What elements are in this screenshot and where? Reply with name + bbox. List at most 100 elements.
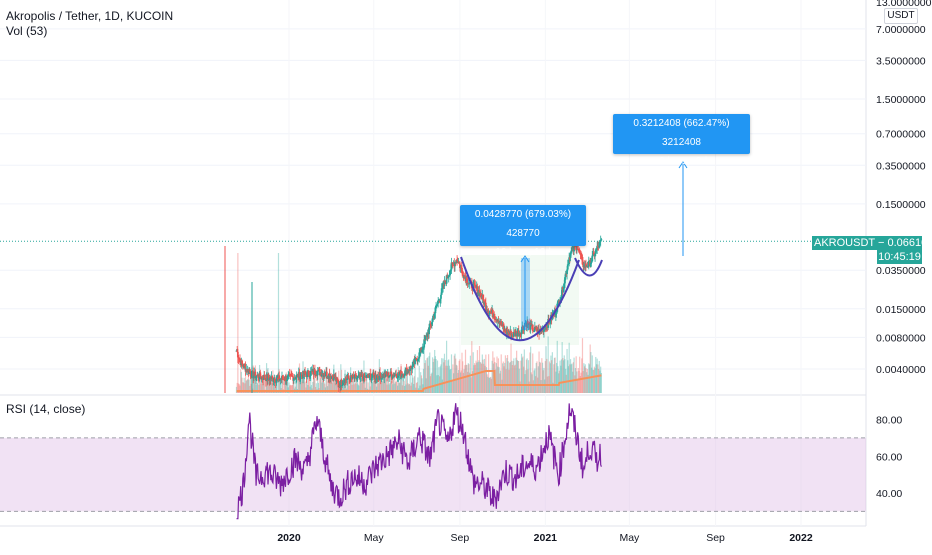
price-tag-value: 0.0661008 [887,237,932,249]
volume-bar [507,361,509,393]
volume-bar [458,360,460,393]
candle-body [341,384,344,386]
volume-bar [371,379,373,393]
volume-bar [539,361,541,393]
volume-bar [503,366,505,393]
volume-bar [574,375,576,393]
volume-bar [509,361,511,393]
candle-body [398,373,401,375]
volume-bar [291,384,294,393]
volume-bar [443,362,445,393]
volume-bar [518,368,521,393]
currency-badge[interactable]: USDT [884,8,918,24]
volume-bar [262,383,264,393]
measure-box-2[interactable]: 0.3212408 (662.47%) 3212408 -2 bars, -2d [613,114,750,167]
volume-bar [393,378,395,393]
time-tick-label: Sep [451,532,470,544]
volume-bar [478,360,480,393]
volume-bar [467,363,469,393]
volume-bar [358,385,360,393]
volume-bar [235,386,238,393]
candle-body [304,373,307,375]
volume-bar [286,375,289,393]
volume-bar [540,380,542,393]
volume-bar [349,379,351,393]
volume-bar [477,362,479,393]
candle-body [578,249,581,254]
volume-bar [259,371,261,393]
candle-body [594,253,596,257]
volume-bar [497,358,500,393]
volume-bar [308,381,310,393]
volume-bar [250,383,252,393]
candle-body [370,377,373,381]
candle-body [526,321,529,325]
volume-bar [558,370,560,393]
volume-bar [239,385,241,393]
volume-bar [324,383,326,393]
handle-pattern [574,257,603,277]
volume-bar [383,374,385,393]
volume-bar [290,385,292,393]
candle-body [456,260,459,263]
candle-body [295,374,298,378]
volume-bar [249,375,252,393]
volume-bar [537,366,539,393]
volume-bar [407,383,409,393]
volume-bar [256,382,259,393]
volume-bar [484,365,486,393]
candle-body [571,249,573,251]
rsi-label: RSI (14, close) [6,402,86,416]
volume-bar [246,380,248,393]
volume-bar [595,364,598,393]
volume-bar [373,374,376,393]
measure-box-1[interactable]: 0.0428770 (679.03%) 428770 16 bars, 16d [460,205,586,258]
volume-bar [502,361,504,393]
volume-bar [435,359,437,393]
volume-bar [436,360,439,393]
candle-body [569,252,572,258]
volume-bar [600,366,602,393]
candle-body [510,330,512,338]
volume-bar [382,377,385,393]
volume-bar [408,383,411,393]
volume-bar [525,370,527,393]
volume-bar [445,340,448,393]
volume-bar [560,365,562,393]
candle-body [474,284,477,287]
volume-bar [361,377,364,393]
volume-bar [585,368,587,393]
volume-bar [373,381,375,393]
price-tick-label: 0.0080000 [876,332,926,344]
volume-bar [454,353,456,393]
volume-bar [528,381,530,393]
volume-bar [427,365,429,393]
candle-body [595,249,598,251]
candle-body [555,311,558,313]
volume-bar [546,358,548,393]
volume-bar [476,350,479,393]
volume-bar [579,356,581,393]
volume-bar [271,383,273,393]
volume-bar [530,372,532,393]
volume-bar [553,364,555,393]
volume-bar [330,376,332,393]
candle-body [577,249,580,251]
candle-body [500,321,503,326]
volume-bar [548,361,551,393]
candle-body [596,245,599,250]
candle-body [448,275,451,277]
candle-body [463,275,466,277]
volume-bar [568,342,570,393]
candle-body [293,378,295,381]
price-tick-label: 0.0150000 [876,304,926,316]
volume-bar [569,359,572,393]
volume-bar [544,379,546,393]
volume-bar [502,363,504,393]
candle-body [390,371,393,375]
candle-body [276,377,278,380]
volume-bar [544,361,546,393]
volume-bar [527,360,530,393]
